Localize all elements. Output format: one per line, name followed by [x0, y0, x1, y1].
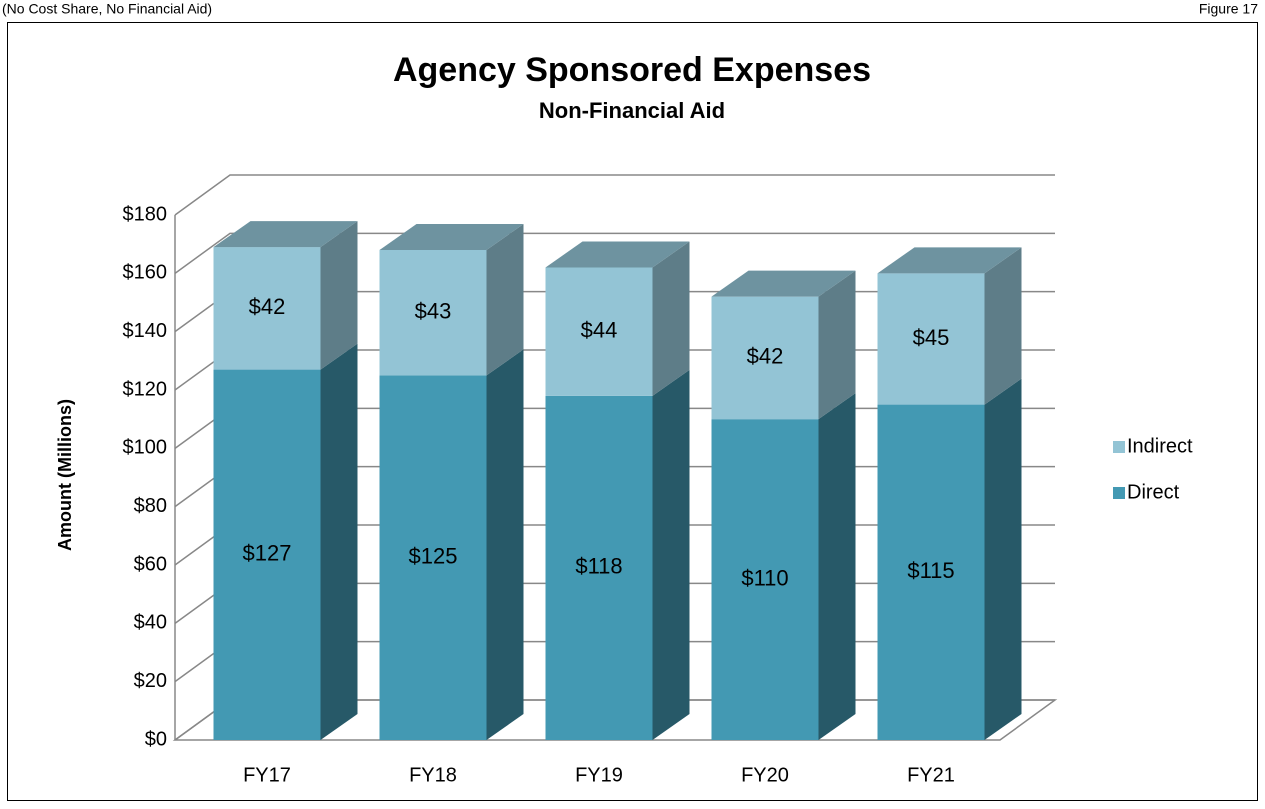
y-tick-label: $120 — [123, 378, 168, 400]
bar-side — [652, 241, 690, 396]
bar-side — [818, 270, 856, 420]
bar — [877, 404, 985, 740]
value-label: $43 — [415, 299, 452, 324]
bar-side — [652, 369, 690, 740]
y-tick-label: $80 — [134, 495, 167, 517]
bar-top — [379, 224, 524, 250]
header-left: (No Cost Share, No Financial Aid) — [2, 1, 212, 17]
bar-side — [486, 224, 524, 376]
bar — [379, 375, 487, 740]
legend-label: Direct — [1127, 481, 1180, 503]
bar — [711, 419, 819, 740]
x-tick-label: FY21 — [907, 764, 955, 786]
bar-top — [711, 270, 856, 297]
y-tick-label: $40 — [134, 612, 167, 634]
bar-top — [877, 247, 1022, 274]
bar — [545, 395, 653, 740]
bar — [213, 247, 321, 370]
bar-top — [545, 241, 690, 268]
x-tick-label: FY20 — [741, 764, 789, 786]
value-label: $127 — [243, 541, 292, 566]
value-label: $45 — [913, 325, 950, 350]
x-tick-label: FY19 — [575, 764, 623, 786]
bar-side — [320, 343, 358, 740]
x-tick-label: FY18 — [409, 764, 457, 786]
bar-side — [818, 393, 856, 740]
y-tick-label: $20 — [134, 670, 167, 692]
chart-title: Agency Sponsored Expenses — [393, 51, 871, 89]
bar-top — [213, 221, 358, 248]
bar — [379, 250, 487, 376]
legend-swatch — [1113, 487, 1125, 499]
x-tick-label: FY17 — [243, 764, 291, 786]
y-tick-label: $180 — [123, 203, 168, 225]
legend-swatch — [1113, 441, 1125, 453]
value-label: $118 — [575, 554, 622, 579]
header-right: Figure 17 — [1199, 1, 1258, 17]
grid-line — [174, 174, 1055, 216]
bar — [545, 267, 653, 396]
bar — [213, 369, 321, 740]
value-label: $125 — [409, 544, 458, 569]
y-tick-label: $60 — [134, 553, 167, 575]
bar-side — [320, 221, 358, 370]
y-tick-label: $140 — [123, 320, 168, 342]
grid-line — [174, 232, 1055, 274]
value-label: $115 — [907, 558, 954, 583]
y-tick-label: $160 — [123, 262, 168, 284]
y-axis-label: Amount (Millions) — [55, 399, 75, 551]
value-label: $42 — [747, 344, 784, 369]
value-label: $44 — [581, 317, 618, 342]
y-tick-label: $100 — [123, 437, 168, 459]
value-label: $42 — [249, 294, 286, 319]
chart-subtitle: Non-Financial Aid — [539, 98, 725, 123]
bar-side — [984, 247, 1022, 405]
bar — [711, 296, 819, 420]
bar-side — [486, 349, 524, 740]
y-tick-label: $0 — [145, 728, 167, 750]
chart-frame — [7, 22, 1258, 801]
legend-label: Indirect — [1127, 435, 1193, 457]
bar — [877, 273, 985, 405]
bar-side — [984, 378, 1022, 740]
value-label: $110 — [741, 565, 788, 590]
